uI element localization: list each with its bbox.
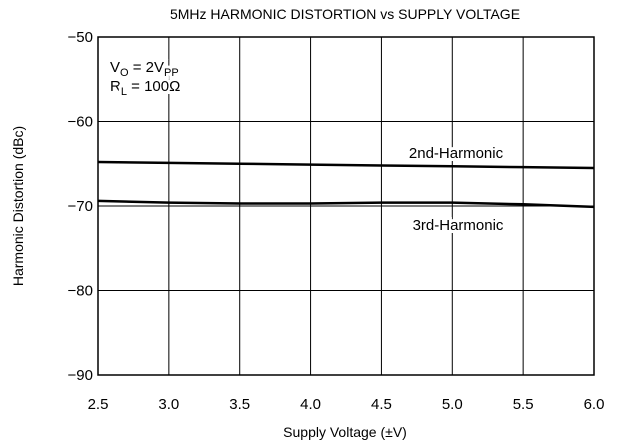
annotation-text: L xyxy=(121,86,127,98)
data-line xyxy=(97,199,595,209)
y-axis-label: Harmonic Distortion (dBc) xyxy=(10,126,26,286)
annotation: RL = 100Ω xyxy=(110,78,180,98)
annotation-text: PP xyxy=(164,67,179,79)
x-tick-label: 5.5 xyxy=(513,396,534,413)
annotation-text: V xyxy=(110,59,120,76)
data-line xyxy=(97,160,595,170)
annotation-text: O xyxy=(120,67,129,79)
annotation-text: = 2V xyxy=(129,59,164,76)
x-tick-label: 6.0 xyxy=(584,396,605,413)
x-tick-label: 4.0 xyxy=(300,396,321,413)
annotation: VO = 2VPP xyxy=(110,59,179,79)
series-label: 3rd-Harmonic xyxy=(413,217,504,234)
x-axis-label: Supply Voltage (±V) xyxy=(283,424,407,440)
y-tick-label: −70 xyxy=(68,198,93,215)
y-tick-label: −80 xyxy=(68,283,93,300)
x-tick-label: 2.5 xyxy=(88,396,109,413)
x-tick-label: 4.5 xyxy=(371,396,392,413)
annotation-text: = 100Ω xyxy=(127,78,180,95)
y-tick-label: −50 xyxy=(68,29,93,46)
series-label: 2nd-Harmonic xyxy=(409,145,504,162)
x-tick-label: 3.0 xyxy=(158,396,179,413)
chart-title: 5MHz HARMONIC DISTORTION vs SUPPLY VOLTA… xyxy=(170,6,520,22)
y-tick-label: −60 xyxy=(68,114,93,131)
annotation-text: R xyxy=(110,78,121,95)
y-tick-label: −90 xyxy=(68,367,93,384)
x-tick-label: 5.0 xyxy=(442,396,463,413)
x-tick-label: 3.5 xyxy=(229,396,250,413)
